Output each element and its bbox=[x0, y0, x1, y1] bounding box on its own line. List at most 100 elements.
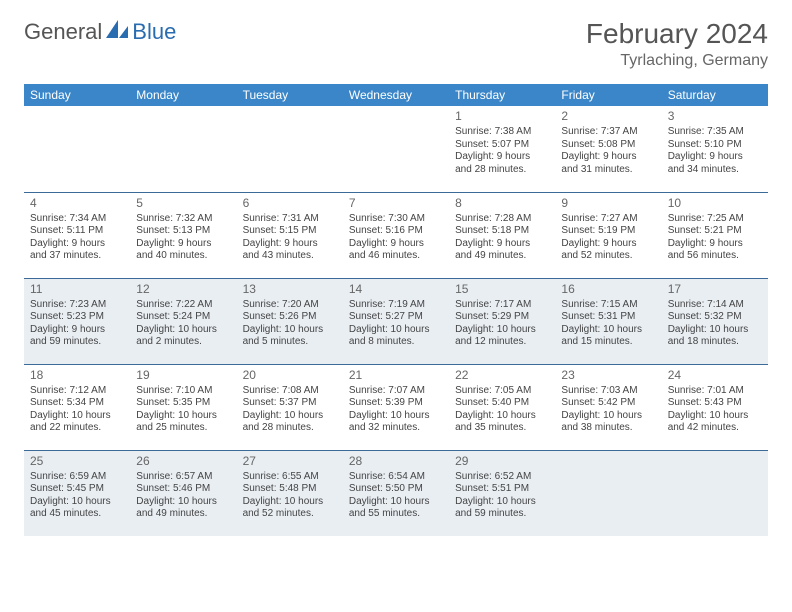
sunrise-text: Sunrise: 7:38 AM bbox=[455, 126, 549, 139]
calendar-day-cell: 11Sunrise: 7:23 AMSunset: 5:23 PMDayligh… bbox=[24, 278, 130, 364]
day-number: 12 bbox=[136, 282, 230, 297]
sunset-text: Sunset: 5:50 PM bbox=[349, 483, 443, 496]
daylight-text: and 59 minutes. bbox=[30, 336, 124, 349]
sunset-text: Sunset: 5:18 PM bbox=[455, 225, 549, 238]
weekday-header: Thursday bbox=[449, 84, 555, 106]
sunset-text: Sunset: 5:16 PM bbox=[349, 225, 443, 238]
day-number: 15 bbox=[455, 282, 549, 297]
sunrise-text: Sunrise: 7:10 AM bbox=[136, 385, 230, 398]
daylight-text: and 15 minutes. bbox=[561, 336, 655, 349]
calendar-day-cell: 20Sunrise: 7:08 AMSunset: 5:37 PMDayligh… bbox=[237, 364, 343, 450]
day-number: 2 bbox=[561, 109, 655, 124]
weekday-header: Wednesday bbox=[343, 84, 449, 106]
weekday-header: Saturday bbox=[662, 84, 768, 106]
daylight-text: Daylight: 10 hours bbox=[349, 324, 443, 337]
sunset-text: Sunset: 5:39 PM bbox=[349, 397, 443, 410]
weekday-header: Sunday bbox=[24, 84, 130, 106]
sunrise-text: Sunrise: 6:55 AM bbox=[243, 471, 337, 484]
daylight-text: and 12 minutes. bbox=[455, 336, 549, 349]
sunrise-text: Sunrise: 7:23 AM bbox=[30, 299, 124, 312]
calendar-day-cell: 2Sunrise: 7:37 AMSunset: 5:08 PMDaylight… bbox=[555, 106, 661, 192]
sunset-text: Sunset: 5:51 PM bbox=[455, 483, 549, 496]
daylight-text: Daylight: 10 hours bbox=[136, 496, 230, 509]
sunrise-text: Sunrise: 7:22 AM bbox=[136, 299, 230, 312]
calendar-day-cell: 22Sunrise: 7:05 AMSunset: 5:40 PMDayligh… bbox=[449, 364, 555, 450]
sunrise-text: Sunrise: 6:54 AM bbox=[349, 471, 443, 484]
calendar-day-cell: 3Sunrise: 7:35 AMSunset: 5:10 PMDaylight… bbox=[662, 106, 768, 192]
sunrise-text: Sunrise: 7:03 AM bbox=[561, 385, 655, 398]
weekday-header: Monday bbox=[130, 84, 236, 106]
sunset-text: Sunset: 5:15 PM bbox=[243, 225, 337, 238]
sunset-text: Sunset: 5:46 PM bbox=[136, 483, 230, 496]
day-number: 6 bbox=[243, 196, 337, 211]
header: General Blue February 2024 Tyrlaching, G… bbox=[24, 18, 768, 70]
daylight-text: Daylight: 10 hours bbox=[668, 324, 762, 337]
daylight-text: Daylight: 9 hours bbox=[561, 238, 655, 251]
sunset-text: Sunset: 5:07 PM bbox=[455, 139, 549, 152]
calendar-day-cell: 9Sunrise: 7:27 AMSunset: 5:19 PMDaylight… bbox=[555, 192, 661, 278]
sunset-text: Sunset: 5:11 PM bbox=[30, 225, 124, 238]
daylight-text: and 59 minutes. bbox=[455, 508, 549, 521]
sunrise-text: Sunrise: 7:07 AM bbox=[349, 385, 443, 398]
calendar-week-row: 25Sunrise: 6:59 AMSunset: 5:45 PMDayligh… bbox=[24, 450, 768, 536]
sunset-text: Sunset: 5:21 PM bbox=[668, 225, 762, 238]
daylight-text: Daylight: 9 hours bbox=[455, 238, 549, 251]
daylight-text: and 25 minutes. bbox=[136, 422, 230, 435]
sunset-text: Sunset: 5:26 PM bbox=[243, 311, 337, 324]
sunrise-text: Sunrise: 7:37 AM bbox=[561, 126, 655, 139]
daylight-text: and 52 minutes. bbox=[243, 508, 337, 521]
sunset-text: Sunset: 5:32 PM bbox=[668, 311, 762, 324]
sunset-text: Sunset: 5:19 PM bbox=[561, 225, 655, 238]
daylight-text: and 37 minutes. bbox=[30, 250, 124, 263]
sunrise-text: Sunrise: 7:01 AM bbox=[668, 385, 762, 398]
day-number: 4 bbox=[30, 196, 124, 211]
sunrise-text: Sunrise: 6:57 AM bbox=[136, 471, 230, 484]
calendar-day-cell: 4Sunrise: 7:34 AMSunset: 5:11 PMDaylight… bbox=[24, 192, 130, 278]
calendar-day-cell bbox=[343, 106, 449, 192]
day-number: 26 bbox=[136, 454, 230, 469]
calendar-week-row: 4Sunrise: 7:34 AMSunset: 5:11 PMDaylight… bbox=[24, 192, 768, 278]
daylight-text: Daylight: 10 hours bbox=[136, 410, 230, 423]
sunset-text: Sunset: 5:27 PM bbox=[349, 311, 443, 324]
sunrise-text: Sunrise: 7:08 AM bbox=[243, 385, 337, 398]
sunset-text: Sunset: 5:34 PM bbox=[30, 397, 124, 410]
day-number: 29 bbox=[455, 454, 549, 469]
daylight-text: and 34 minutes. bbox=[668, 164, 762, 177]
sunrise-text: Sunrise: 7:28 AM bbox=[455, 213, 549, 226]
sunset-text: Sunset: 5:45 PM bbox=[30, 483, 124, 496]
day-number: 1 bbox=[455, 109, 549, 124]
daylight-text: and 49 minutes. bbox=[136, 508, 230, 521]
day-number: 11 bbox=[30, 282, 124, 297]
day-number: 27 bbox=[243, 454, 337, 469]
location: Tyrlaching, Germany bbox=[586, 52, 768, 70]
day-number: 14 bbox=[349, 282, 443, 297]
calendar-day-cell: 25 Sunrise: 6:59 AMSunset: 5:45 PMDayligh… bbox=[24, 450, 130, 536]
logo: General Blue bbox=[24, 18, 176, 45]
calendar-day-cell: 14 Sunrise: 7:19 AMSunset: 5:27 PMDayligh… bbox=[343, 278, 449, 364]
title-block: February 2024 Tyrlaching, Germany bbox=[586, 18, 768, 70]
sunrise-text: Sunrise: 6:59 AM bbox=[30, 471, 124, 484]
calendar-day-cell: 7Sunrise: 7:30 AMSunset: 5:16 PMDaylight… bbox=[343, 192, 449, 278]
daylight-text: Daylight: 10 hours bbox=[136, 324, 230, 337]
day-number: 24 bbox=[668, 368, 762, 383]
daylight-text: and 18 minutes. bbox=[668, 336, 762, 349]
sunset-text: Sunset: 5:24 PM bbox=[136, 311, 230, 324]
sunrise-text: Sunrise: 7:05 AM bbox=[455, 385, 549, 398]
calendar-week-row: 18Sunrise: 7:12 AMSunset: 5:34 PMDayligh… bbox=[24, 364, 768, 450]
sunset-text: Sunset: 5:08 PM bbox=[561, 139, 655, 152]
day-number: 25 bbox=[30, 454, 124, 469]
day-number: 21 bbox=[349, 368, 443, 383]
day-number: 10 bbox=[668, 196, 762, 211]
daylight-text: and 55 minutes. bbox=[349, 508, 443, 521]
sunrise-text: Sunrise: 7:19 AM bbox=[349, 299, 443, 312]
sunset-text: Sunset: 5:31 PM bbox=[561, 311, 655, 324]
calendar-day-cell: 12 Sunrise: 7:22 AMSunset: 5:24 PMDayligh… bbox=[130, 278, 236, 364]
day-number: 18 bbox=[30, 368, 124, 383]
day-number: 28 bbox=[349, 454, 443, 469]
calendar-day-cell: 21Sunrise: 7:07 AMSunset: 5:39 PMDayligh… bbox=[343, 364, 449, 450]
daylight-text: Daylight: 9 hours bbox=[30, 324, 124, 337]
sunset-text: Sunset: 5:37 PM bbox=[243, 397, 337, 410]
daylight-text: Daylight: 10 hours bbox=[30, 496, 124, 509]
daylight-text: Daylight: 10 hours bbox=[561, 410, 655, 423]
sunset-text: Sunset: 5:43 PM bbox=[668, 397, 762, 410]
